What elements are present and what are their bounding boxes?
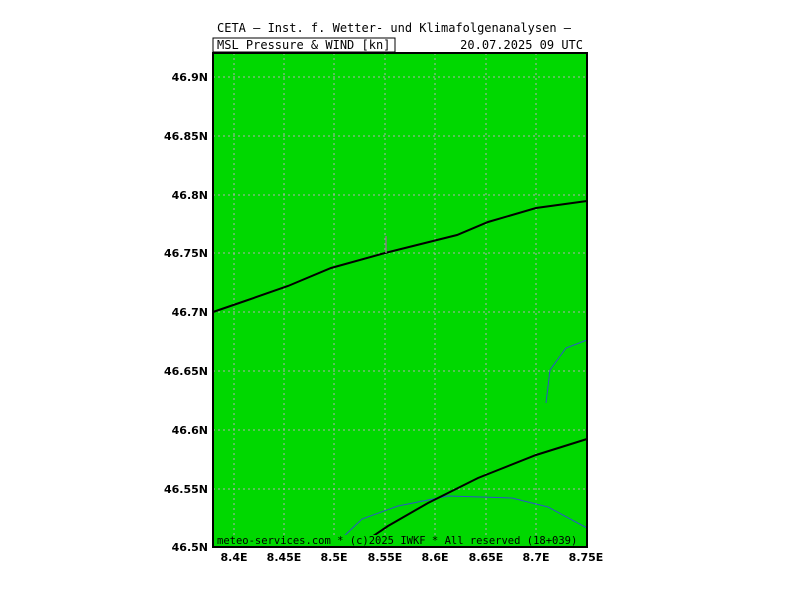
y-axis-labels: 46.9N 46.85N 46.8N 46.75N 46.7N 46.65N 4…	[164, 71, 208, 554]
lat-lon-grid	[213, 53, 587, 547]
x-axis-labels: 8.4E 8.45E 8.5E 8.55E 8.6E 8.65E 8.7E 8.…	[220, 551, 603, 564]
x-tick-label: 8.75E	[569, 551, 604, 564]
chart-title: CETA — Inst. f. Wetter- und Klimafolgena…	[217, 21, 572, 35]
footer-credit: meteo-services.com * (c)2025 IWKF * All …	[217, 535, 577, 547]
land-area	[213, 53, 587, 547]
valid-time: 20.07.2025 09 UTC	[460, 38, 583, 52]
y-tick-label: 46.6N	[172, 424, 208, 437]
hydrography	[339, 339, 588, 541]
y-tick-label: 46.5N	[172, 541, 208, 554]
river-line-east	[545, 339, 588, 404]
map-frame	[212, 52, 588, 548]
x-tick-label: 8.5E	[320, 551, 347, 564]
field-label: MSL_Pressure_&_WIND_[kn]	[217, 38, 390, 52]
x-tick-label: 8.55E	[368, 551, 403, 564]
x-tick-label: 8.65E	[469, 551, 504, 564]
y-tick-label: 46.65N	[164, 365, 208, 378]
x-tick-label: 8.45E	[267, 551, 302, 564]
y-tick-label: 46.85N	[164, 130, 208, 143]
lake-shore-south	[339, 495, 588, 541]
isobars	[212, 200, 588, 548]
x-tick-label: 8.4E	[220, 551, 247, 564]
isobar-south	[356, 438, 588, 548]
x-tick-label: 8.6E	[421, 551, 448, 564]
y-tick-label: 46.7N	[172, 306, 208, 319]
y-tick-label: 46.9N	[172, 71, 208, 84]
x-tick-label: 8.7E	[522, 551, 549, 564]
isobar-north	[212, 200, 588, 313]
y-tick-label: 46.8N	[172, 189, 208, 202]
y-tick-label: 46.55N	[164, 483, 208, 496]
footer-band	[213, 535, 587, 547]
y-tick-label: 46.75N	[164, 247, 208, 260]
